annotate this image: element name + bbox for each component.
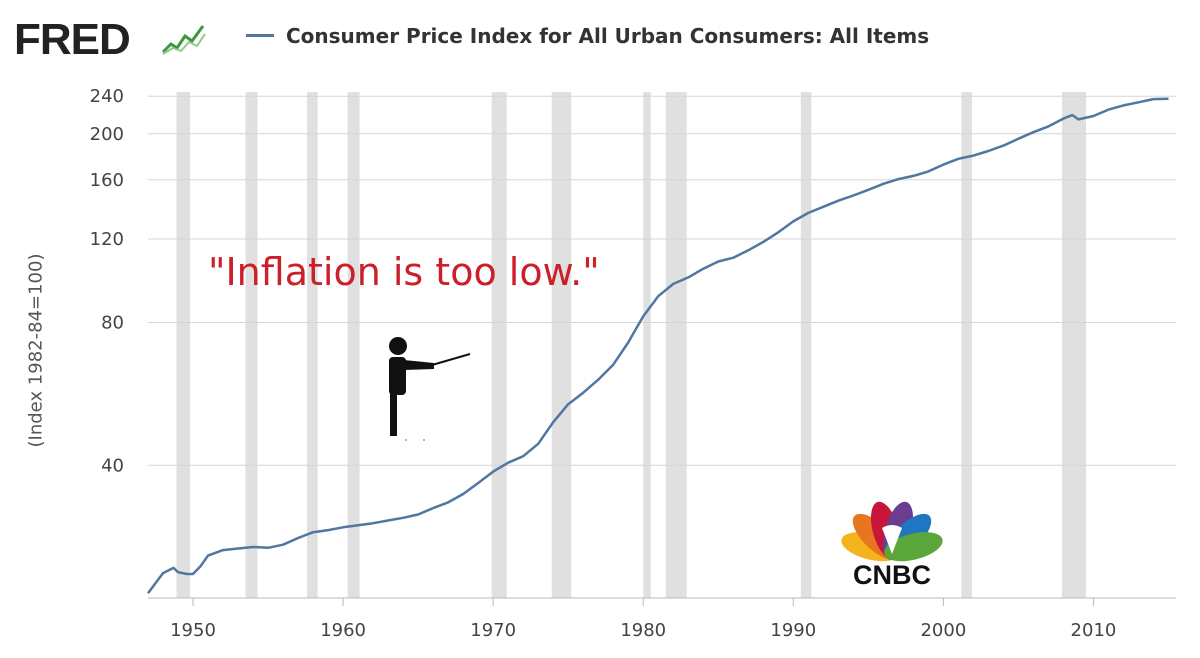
y-tick-label: 40 — [101, 455, 124, 476]
x-tick-label: 1990 — [770, 620, 816, 641]
x-tick-label: 1970 — [470, 620, 516, 641]
recession-band — [245, 92, 258, 598]
y-tick-label: 120 — [90, 229, 124, 250]
cpi-series-line — [146, 97, 1169, 594]
legend-line-swatch — [246, 34, 274, 37]
annotation-text: "Inflation is too low." — [208, 250, 600, 294]
recession-band — [665, 92, 687, 598]
recession-band — [961, 92, 972, 598]
x-tick-labels: 1950 1960 1970 1980 1990 2000 2010 — [170, 598, 1116, 641]
x-tick-label: 2010 — [1071, 620, 1117, 641]
y-tick-label: 200 — [90, 124, 124, 145]
recession-band — [176, 92, 191, 598]
peacock-logo-icon — [841, 501, 943, 562]
recession-band — [551, 92, 572, 598]
recession-band — [643, 92, 651, 598]
cnbc-logo: CNBC — [830, 494, 954, 590]
x-tick-label: 1960 — [320, 620, 366, 641]
chart-header: FRED Consumer Price Index for All Urban … — [0, 0, 1200, 80]
y-tick-label: 160 — [90, 170, 124, 191]
teacher-pointing-icon — [389, 337, 471, 441]
x-tick-label: 2000 — [920, 620, 966, 641]
fred-logo: FRED — [14, 15, 131, 64]
y-tick-label: 240 — [90, 86, 124, 107]
recession-band — [1061, 92, 1086, 598]
x-tick-label: 1980 — [620, 620, 666, 641]
recession-band — [347, 92, 360, 598]
y-tick-labels: 40 80 120 160 200 240 — [90, 86, 124, 476]
recession-bands — [176, 92, 1086, 598]
recession-band — [491, 92, 507, 598]
line-chart-icon — [161, 20, 207, 56]
x-tick-label: 1950 — [170, 620, 216, 641]
y-gridlines — [148, 95, 1176, 466]
recession-band — [800, 92, 812, 598]
recession-band — [307, 92, 318, 598]
legend-label: Consumer Price Index for All Urban Consu… — [286, 24, 930, 48]
y-tick-label: 80 — [101, 313, 124, 334]
series-layer — [146, 97, 1169, 594]
cnbc-wordmark: CNBC — [853, 560, 931, 590]
